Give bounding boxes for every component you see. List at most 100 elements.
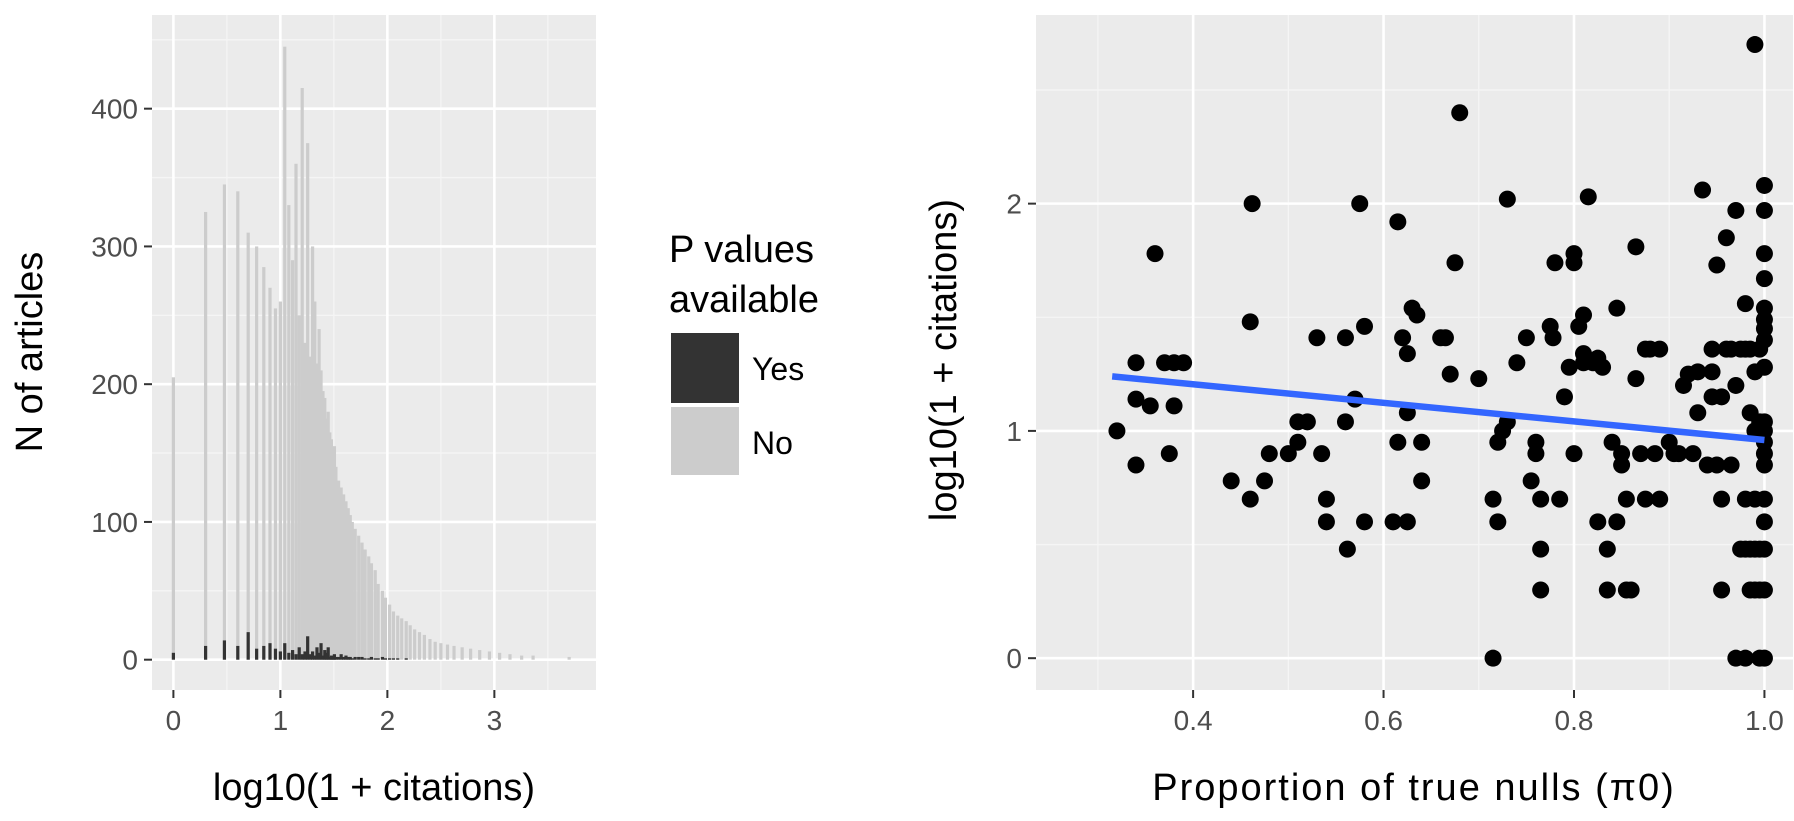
scatter-point	[1241, 490, 1259, 508]
legend-label-no: No	[752, 425, 793, 461]
scatter-point	[1670, 445, 1688, 463]
scatter-point	[1256, 472, 1274, 490]
scatter-point	[1755, 270, 1773, 288]
histogram-bars	[171, 46, 571, 660]
histogram-bar-yes	[319, 643, 323, 660]
scatter-point	[1146, 245, 1164, 263]
histogram-bar-no	[360, 542, 364, 660]
histogram-bar-no	[363, 549, 367, 660]
histogram-bar-no	[520, 655, 524, 660]
scatter-point	[1713, 490, 1731, 508]
scatter-point	[1394, 329, 1412, 347]
scatter-point	[1617, 490, 1635, 508]
scatter-point	[1717, 229, 1735, 247]
scatter-axes: 0.4 0.6 0.8 1.0 0 1 2	[1006, 189, 1783, 736]
histogram-bar-no	[369, 563, 374, 660]
histogram-bar-no	[380, 590, 385, 660]
scatter-y-tick-label: 0	[1006, 643, 1022, 674]
histogram-bar-no	[323, 397, 327, 660]
scatter-y-tick-label: 2	[1006, 189, 1022, 220]
histogram-bar-no	[445, 644, 450, 660]
histogram-bar-yes	[404, 658, 408, 660]
scatter-point	[1651, 490, 1669, 508]
histogram-bar-yes	[373, 658, 377, 660]
scatter-point	[1608, 513, 1626, 531]
histogram-bar-no	[357, 535, 361, 660]
histogram-bar-no	[334, 466, 338, 660]
histogram-bar-no	[308, 356, 312, 660]
scatter-point	[1389, 433, 1407, 451]
histogram-bar-no	[283, 46, 287, 660]
scatter-point	[1141, 397, 1159, 415]
histogram-bar-yes	[317, 652, 321, 660]
histogram-bar-no	[319, 370, 323, 660]
histogram-bar-yes	[350, 658, 354, 660]
histogram-bar-no	[328, 432, 332, 660]
scatter-point	[1755, 581, 1773, 599]
scatter-point	[1689, 363, 1707, 381]
scatter-point	[1746, 36, 1764, 54]
histogram-bar-yes	[344, 655, 348, 660]
histogram-bar-no	[344, 501, 348, 660]
histogram-bar-yes	[297, 647, 301, 660]
scatter-point	[1622, 581, 1640, 599]
scatter-point	[1755, 245, 1773, 263]
scatter-point	[1736, 649, 1754, 667]
histogram-bar-yes	[391, 658, 396, 660]
scatter-point	[1336, 329, 1354, 347]
scatter-point	[1684, 445, 1702, 463]
histogram-bar-yes	[262, 645, 266, 660]
histogram-bar-no	[336, 480, 341, 660]
scatter-point	[1527, 445, 1545, 463]
histogram-bar-yes	[321, 655, 325, 660]
histogram-x-tick-label: 1	[273, 705, 289, 736]
scatter-point	[1560, 358, 1578, 376]
histogram-x-axis-title: log10(1 + citations)	[213, 767, 535, 809]
scatter-point	[1484, 649, 1502, 667]
scatter-point	[1694, 181, 1712, 199]
histogram-bar-no	[294, 163, 298, 660]
histogram-bar-no	[310, 246, 315, 660]
histogram-bar-no	[287, 205, 291, 660]
histogram-bar-yes	[353, 656, 357, 660]
histogram-bar-yes	[369, 656, 374, 660]
histogram-bar-no	[342, 494, 346, 660]
histogram-bar-no	[262, 267, 266, 660]
scatter-point	[1544, 329, 1562, 347]
scatter-point	[1598, 581, 1616, 599]
scatter-point	[1727, 376, 1745, 394]
scatter-point	[1413, 433, 1431, 451]
histogram-y-tick-label: 0	[122, 645, 138, 676]
histogram-bar-no	[460, 647, 464, 660]
scatter-point	[1703, 363, 1721, 381]
histogram-bar-yes	[222, 640, 227, 660]
scatter-point	[1489, 513, 1507, 531]
histogram-y-tick-label: 100	[91, 507, 138, 538]
scatter-point	[1565, 254, 1583, 272]
scatter-point	[1579, 188, 1597, 206]
scatter-x-tick-label: 0.4	[1174, 705, 1213, 736]
histogram-x-tick-label: 0	[166, 705, 182, 736]
histogram-bar-no	[278, 301, 282, 660]
legend-key-yes	[671, 333, 739, 403]
histogram-bar-yes	[328, 656, 332, 660]
scatter-point	[1555, 388, 1573, 406]
scatter-x-tick-label: 1.0	[1745, 705, 1784, 736]
histogram-bar-no	[350, 521, 354, 660]
scatter-point	[1308, 329, 1326, 347]
legend-key-no	[671, 407, 739, 475]
scatter-x-tick-label: 0.8	[1555, 705, 1594, 736]
scatter-point	[1651, 340, 1669, 358]
histogram-bar-no	[391, 611, 396, 660]
scatter-point	[1413, 472, 1431, 490]
histogram-bar-yes	[294, 654, 298, 660]
scatter-point	[1598, 540, 1616, 558]
scatter-point	[1736, 295, 1754, 313]
histogram-bar-yes	[273, 648, 278, 660]
histogram-y-tick-label: 300	[91, 231, 138, 262]
scatter-point	[1755, 201, 1773, 219]
scatter-points	[1108, 36, 1773, 667]
histogram-bar-no	[273, 308, 278, 660]
histogram-bar-yes	[171, 652, 175, 660]
